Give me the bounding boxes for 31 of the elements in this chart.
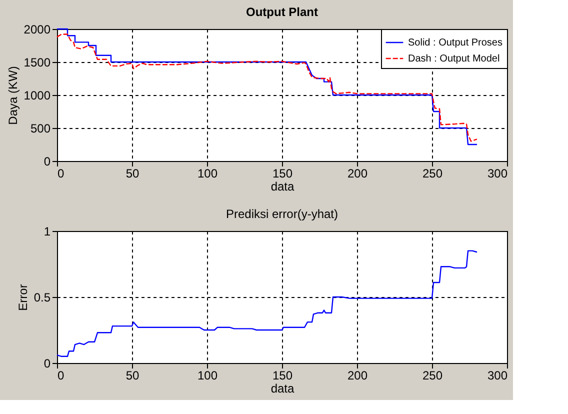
- x-tick-label: 150: [272, 166, 293, 180]
- y-tick-label: 0: [44, 356, 51, 370]
- y-tick-label: 0: [44, 154, 51, 168]
- legend-label: Dash : Output Model: [408, 54, 500, 64]
- x-tick-label: 150: [272, 368, 293, 382]
- line-series: [56, 250, 478, 357]
- y-tick-label: 0.5: [34, 290, 51, 304]
- x-tick-label: 100: [197, 166, 218, 180]
- y-tick-label: 500: [30, 122, 51, 136]
- x-tick-label: 300: [487, 166, 508, 180]
- y-tick-label: 2000: [24, 22, 51, 36]
- x-tick-label: 200: [347, 368, 368, 382]
- y-tick-label: 1500: [24, 56, 51, 70]
- y-axis-title: Error: [16, 284, 30, 311]
- x-tick-label: 200: [347, 166, 368, 180]
- chart-title: Output Plant: [246, 5, 318, 19]
- y-tick-label: 1000: [24, 88, 51, 102]
- x-axis-title: data: [270, 180, 294, 194]
- x-tick-label: 250: [422, 368, 443, 382]
- x-tick-label: 0: [58, 368, 64, 382]
- x-tick-label: 0: [58, 166, 64, 180]
- x-tick-label: 50: [126, 166, 140, 180]
- x-tick-label: 250: [422, 166, 443, 180]
- x-tick-label: 50: [126, 368, 140, 382]
- x-tick-label: 300: [487, 368, 508, 382]
- chart-title: Prediksi error(y-yhat): [226, 207, 338, 221]
- x-axis-title: data: [270, 382, 294, 396]
- x-tick-label: 100: [197, 368, 218, 382]
- legend-label: Solid : Output Proses: [408, 38, 502, 48]
- y-tick-label: 1: [44, 224, 51, 238]
- y-axis-title: Daya (KW): [6, 66, 20, 125]
